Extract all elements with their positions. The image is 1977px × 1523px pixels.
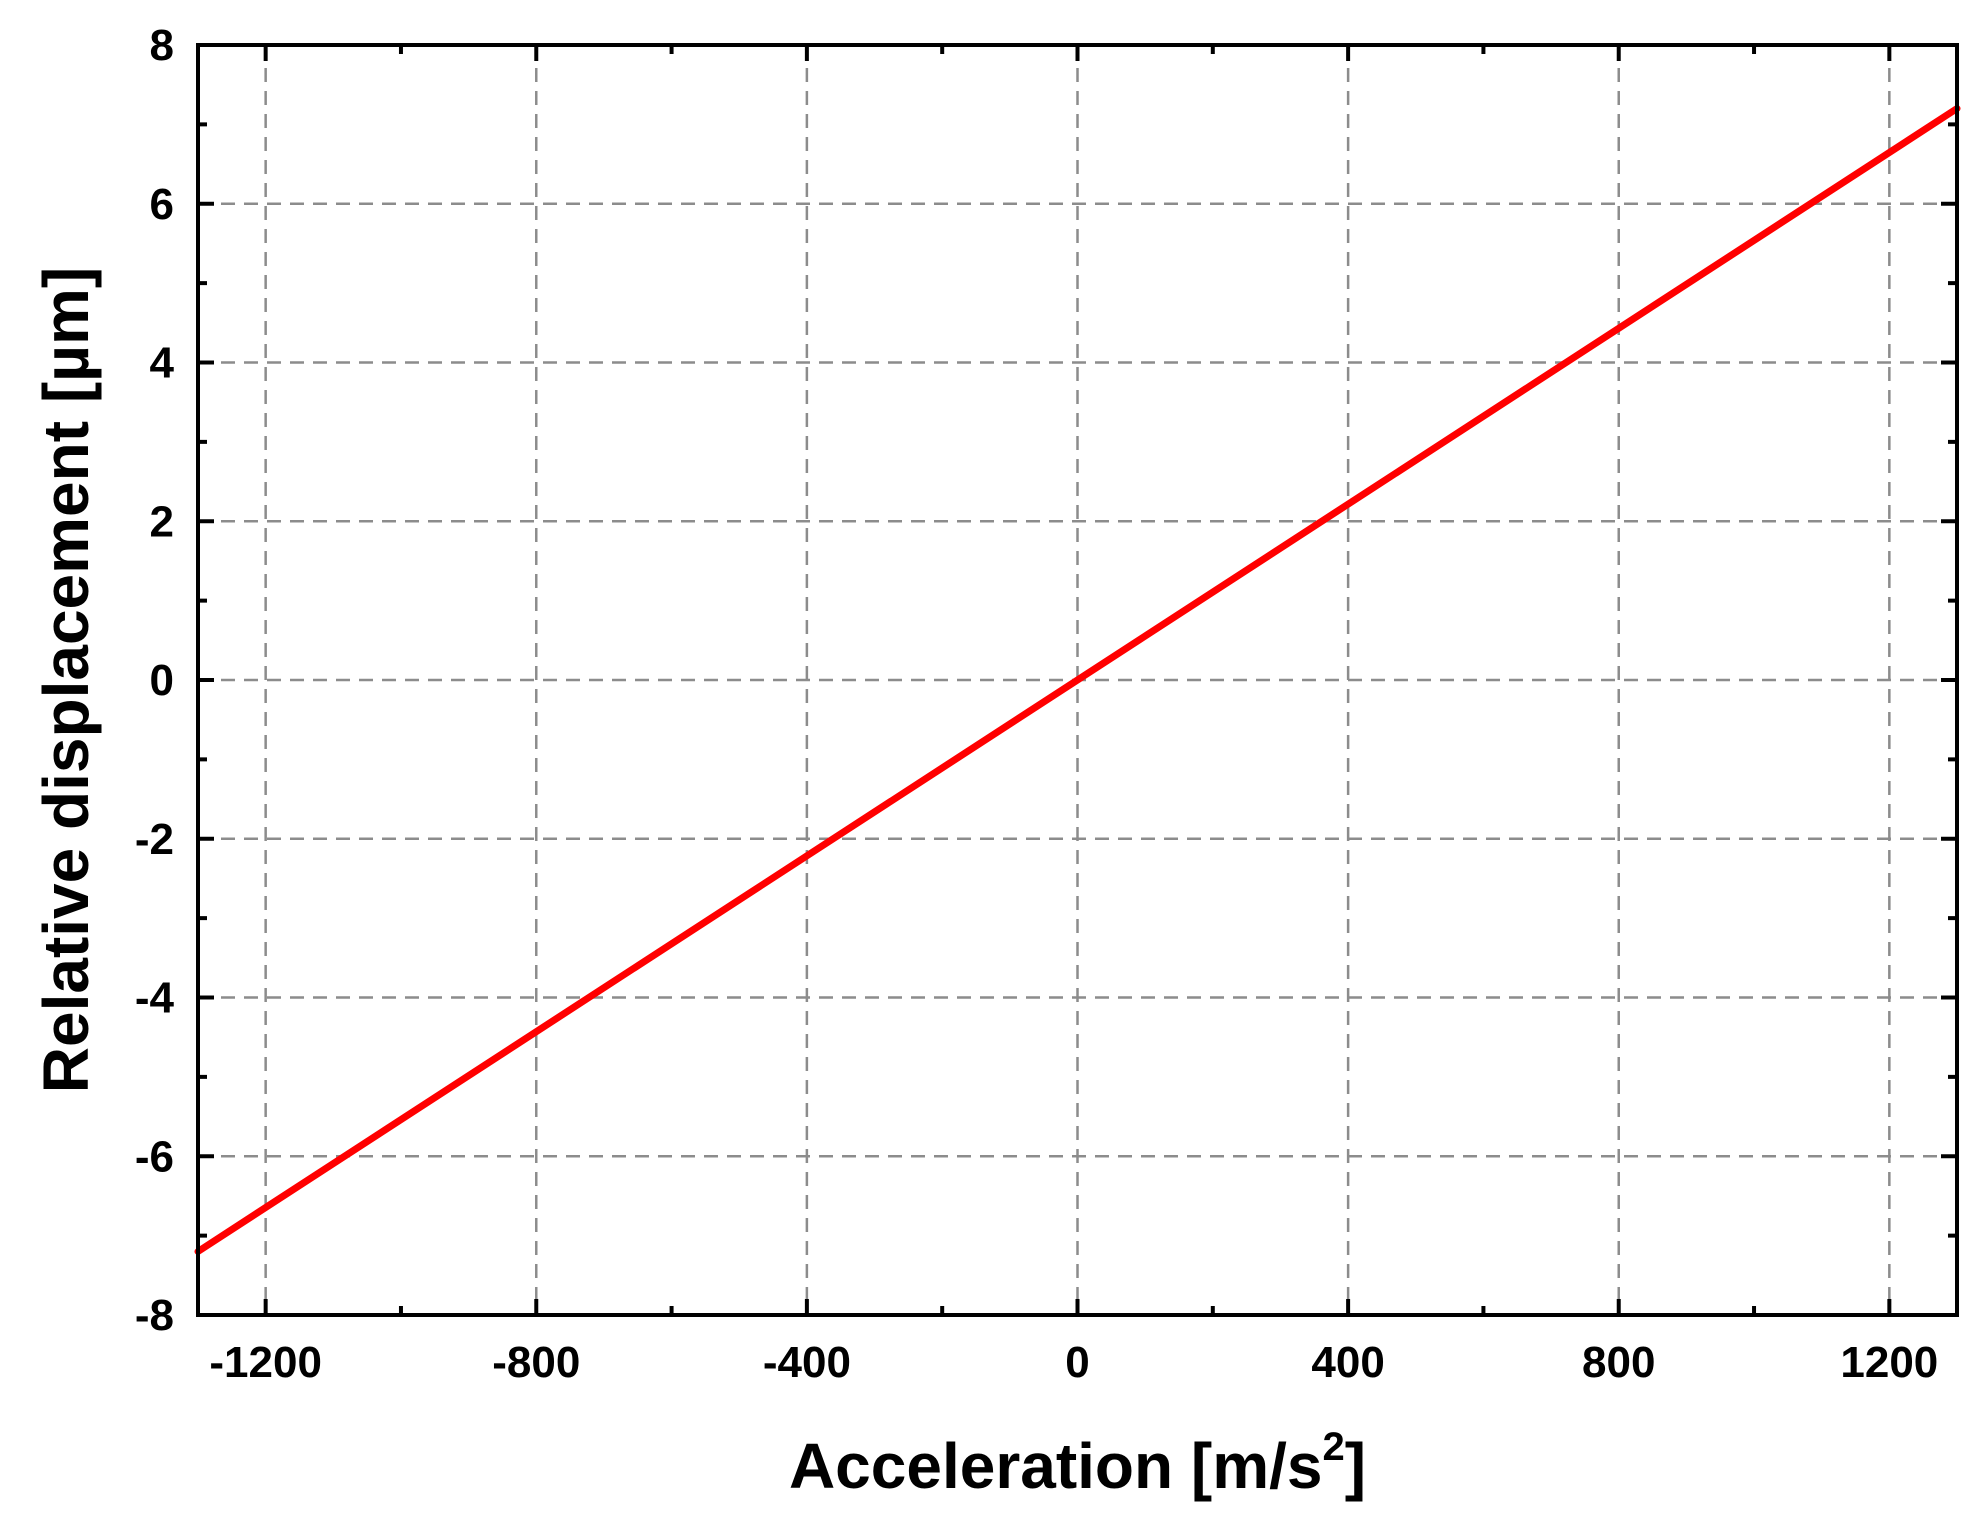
x-tick-label: 1200 bbox=[1840, 1338, 1938, 1387]
x-tick-label: 800 bbox=[1582, 1338, 1655, 1387]
y-tick-label: 2 bbox=[150, 497, 174, 546]
x-tick-label: -400 bbox=[763, 1338, 851, 1387]
y-tick-label: 4 bbox=[150, 339, 175, 388]
x-tick-label: -1200 bbox=[209, 1338, 322, 1387]
x-tick-label: 400 bbox=[1311, 1338, 1384, 1387]
tick-marks bbox=[198, 43, 1957, 1317]
y-tick-label: -8 bbox=[135, 1291, 174, 1340]
x-axis-label-main: Acceleration [m/s bbox=[789, 1430, 1323, 1502]
x-tick-label: -800 bbox=[492, 1338, 580, 1387]
grid-lines bbox=[198, 45, 1957, 1315]
y-tick-label: 0 bbox=[150, 656, 174, 705]
series-line bbox=[194, 105, 1961, 1255]
y-tick-labels: -8 -6 -4 -2 0 2 4 6 8 bbox=[135, 21, 175, 1340]
y-axis-label: Relative displacement [µm] bbox=[30, 267, 102, 1093]
x-axis-label-superscript: 2 bbox=[1322, 1425, 1344, 1469]
x-tick-label: 0 bbox=[1065, 1338, 1089, 1387]
series-layer bbox=[194, 105, 1961, 1255]
x-axis-label-suffix: ] bbox=[1345, 1430, 1366, 1502]
y-tick-label: -6 bbox=[135, 1132, 174, 1181]
x-tick-labels: -1200 -800 -400 0 400 800 1200 bbox=[209, 1338, 1938, 1387]
x-axis-label: Acceleration [m/s2] bbox=[789, 1425, 1366, 1502]
y-tick-label: 6 bbox=[150, 180, 174, 229]
y-tick-label: -4 bbox=[135, 974, 175, 1023]
y-tick-label: 8 bbox=[150, 21, 174, 70]
y-tick-label: -2 bbox=[135, 815, 174, 864]
